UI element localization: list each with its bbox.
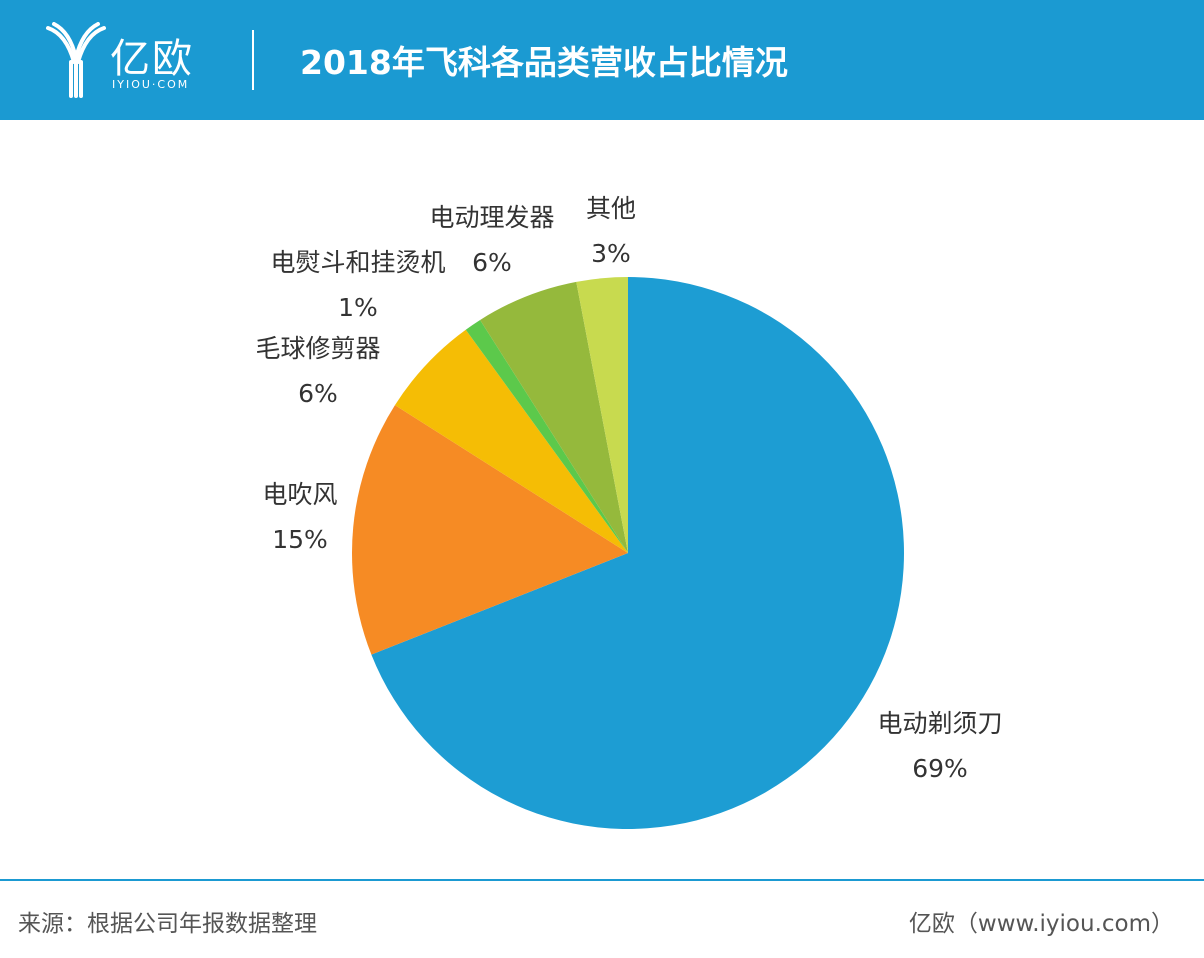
header-divider bbox=[252, 30, 254, 90]
logo-subtext: IYIOU·COM bbox=[112, 78, 190, 91]
slice-name-label: 电动剃须刀 bbox=[877, 709, 1002, 738]
pie-slice-1 bbox=[371, 277, 904, 829]
pie-slice-2 bbox=[352, 405, 628, 655]
pie-slices bbox=[352, 277, 904, 829]
slice-name-label: 电吹风 bbox=[262, 480, 337, 509]
logo-y-icon bbox=[46, 22, 106, 98]
pie-slice-3 bbox=[394, 329, 628, 553]
pie-slice-5 bbox=[480, 281, 628, 553]
slice-value-label: 6% bbox=[298, 379, 338, 408]
slice-value-label: 6% bbox=[472, 248, 512, 277]
pie-slice-4 bbox=[465, 319, 628, 553]
slice-name-label: 电动理发器 bbox=[429, 203, 554, 232]
logo-text: 亿欧 bbox=[110, 36, 194, 82]
slice-value-label: 3% bbox=[591, 239, 631, 268]
page-title: 2018年飞科各品类营收占比情况 bbox=[300, 43, 788, 82]
slice-value-label: 69% bbox=[912, 754, 968, 783]
footer-divider bbox=[0, 879, 1204, 881]
source-note: 来源：根据公司年报数据整理 bbox=[18, 911, 317, 937]
slice-name-label: 电熨斗和挂烫机 bbox=[270, 248, 445, 277]
header-bar: 亿欧 IYIOU·COM 2018年飞科各品类营收占比情况 bbox=[0, 0, 1204, 120]
slice-value-label: 1% bbox=[338, 293, 378, 322]
slice-name-label: 其他 bbox=[586, 194, 636, 223]
slice-value-label: 15% bbox=[272, 525, 328, 554]
pie-slice-6 bbox=[576, 277, 628, 553]
pie-labels: 电动剃须刀 69% 电吹风 15% 毛球修剪器 6% 电熨斗和挂烫机 1% 电动理发器 6% 其他 3… bbox=[255, 194, 1002, 783]
brand-credit: 亿欧（www.iyiou.com） bbox=[908, 911, 1174, 937]
revenue-pie-chart: 电动剃须刀 69% 电吹风 15% 毛球修剪器 6% 电熨斗和挂烫机 1% 电动理发器 6% 其他 3… bbox=[255, 194, 1003, 829]
iyiou-logo[interactable]: 亿欧 IYIOU·COM bbox=[44, 22, 224, 100]
slice-name-label: 毛球修剪器 bbox=[255, 334, 380, 363]
